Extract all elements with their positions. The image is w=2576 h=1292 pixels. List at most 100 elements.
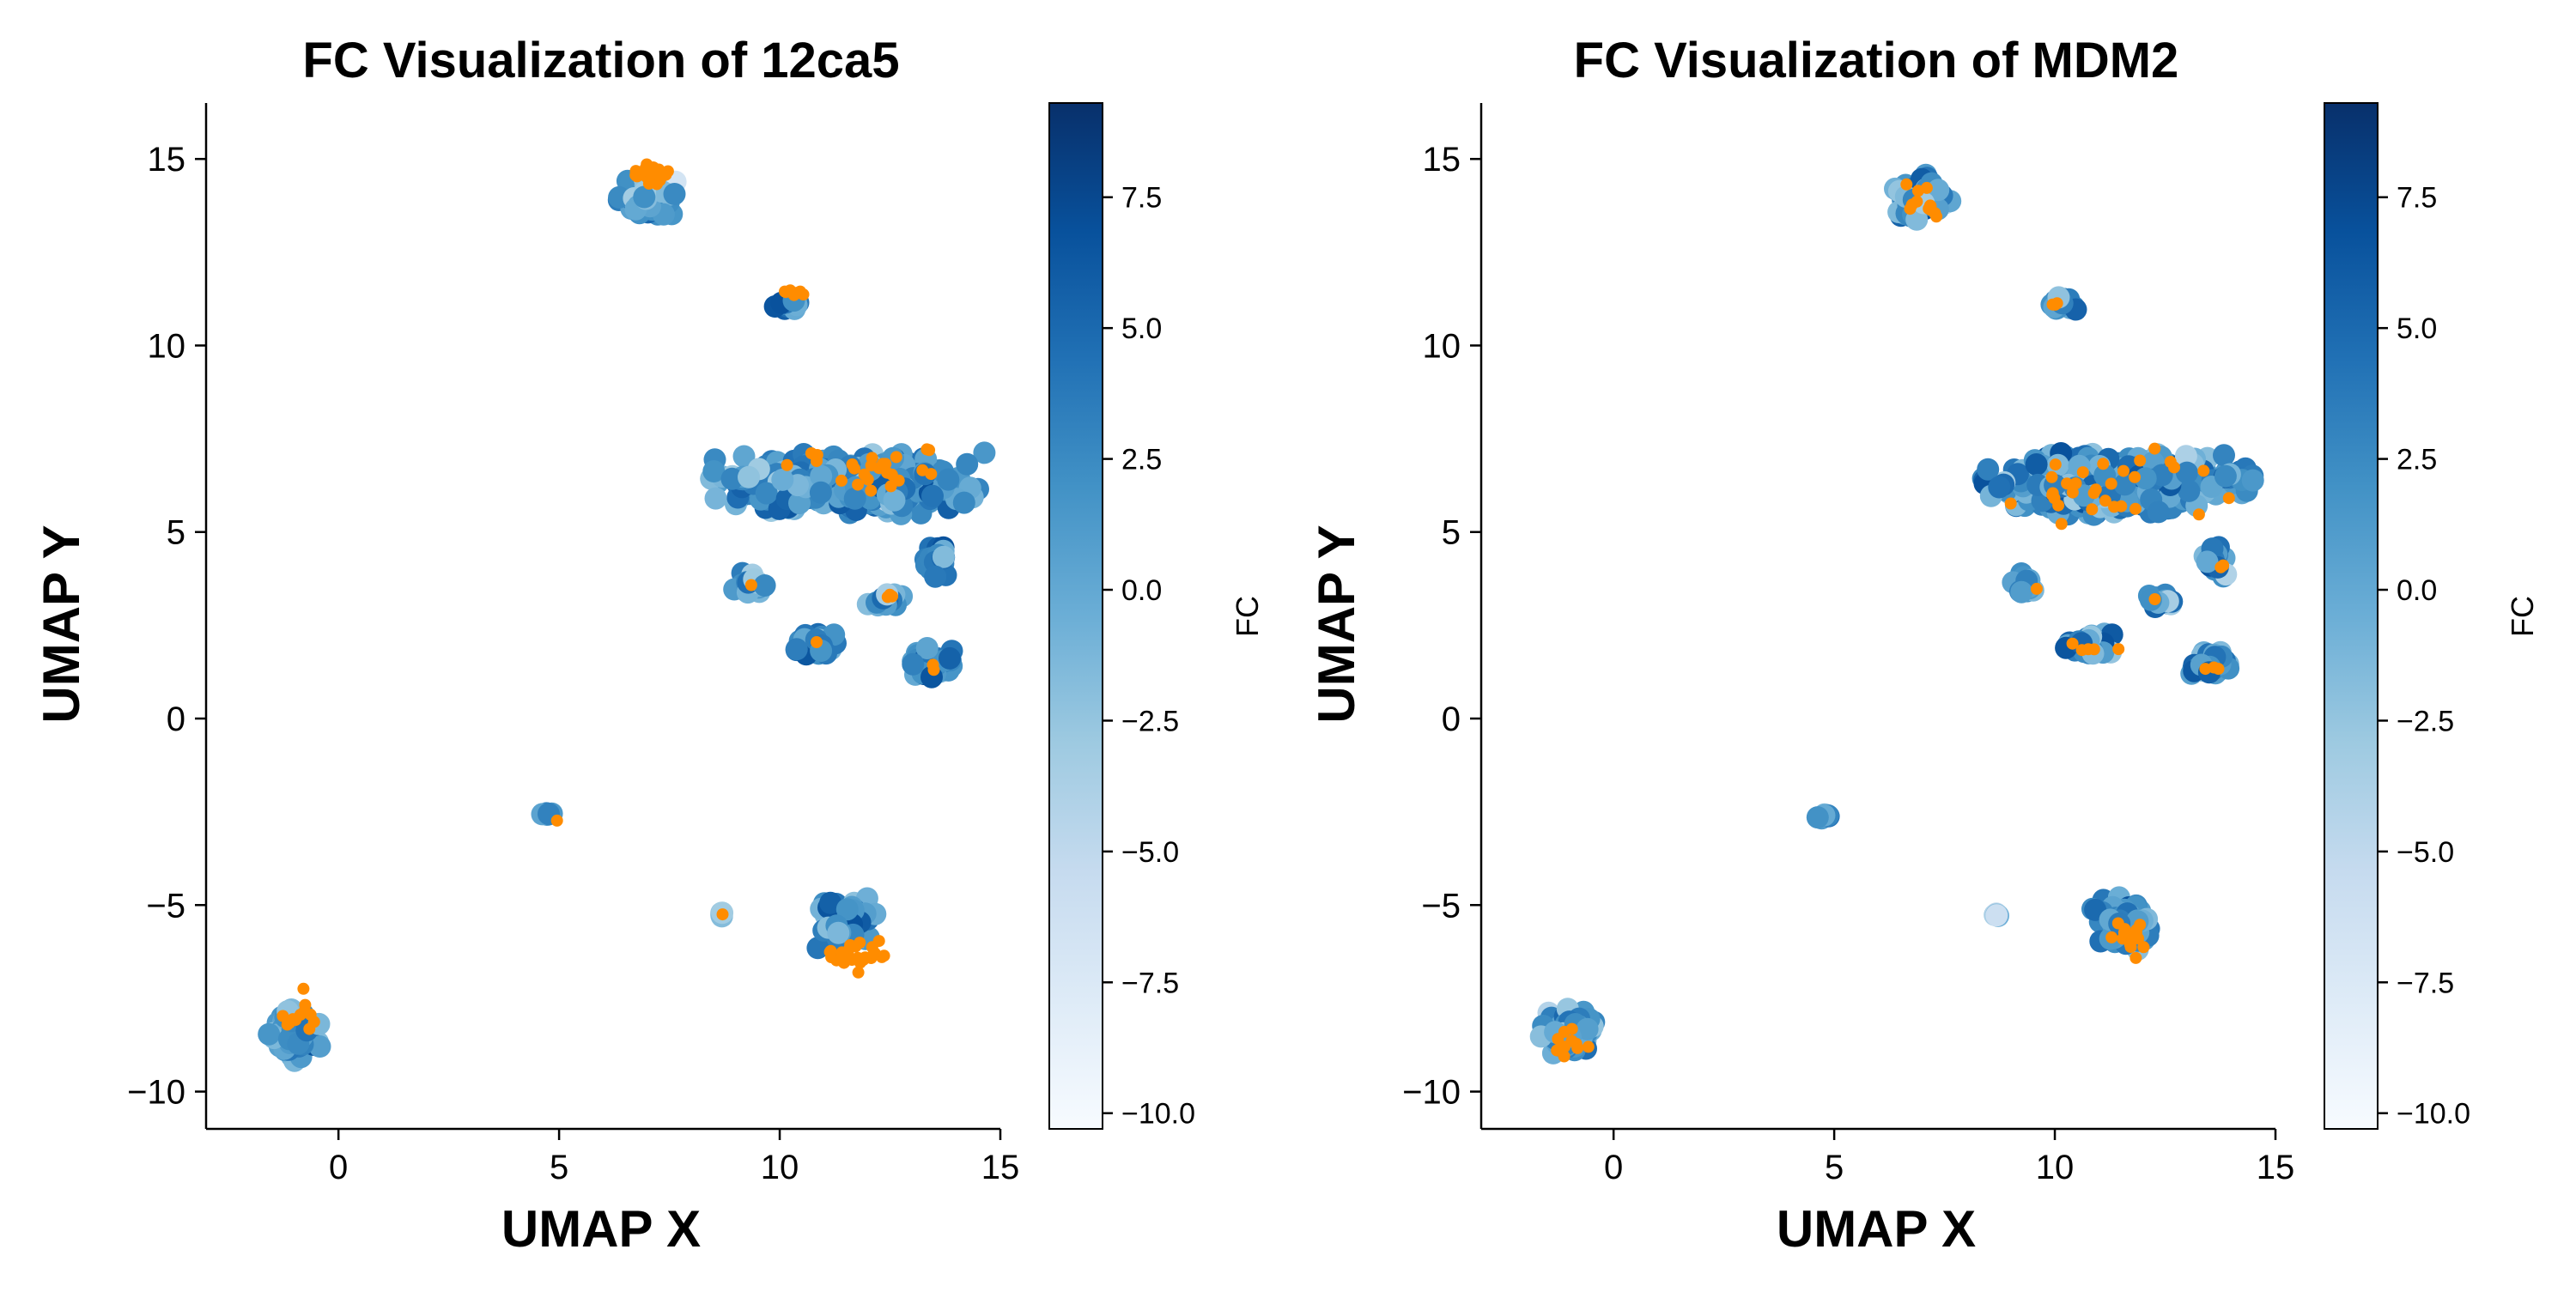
axes: 0 5 10 15 −10 −5 0 5 10 15 — [1402, 103, 2294, 1186]
data-point — [883, 488, 906, 512]
highlight-point — [2199, 663, 2212, 676]
data-point — [939, 646, 961, 670]
colorbar-tick-label: 2.5 — [2397, 444, 2437, 476]
colorbar-gradient — [1048, 102, 1103, 1130]
highlight-point — [2087, 643, 2100, 656]
highlight-point — [2049, 458, 2062, 471]
colorbar-tick-label: −7.5 — [2397, 967, 2454, 999]
colorbar: −10.0 −7.5 −5.0 −2.5 0.0 2.5 5.0 7.5 FC — [2324, 102, 2540, 1131]
highlight-point — [297, 982, 310, 995]
highlight-point — [2117, 926, 2130, 939]
highlight-point — [2129, 502, 2142, 515]
data-point — [720, 467, 744, 490]
colorbar-tick-label: −5.0 — [1121, 836, 1179, 869]
highlight-point — [793, 286, 805, 299]
colorbar-tick-label: 0.0 — [2397, 574, 2437, 607]
axes: 0 5 10 15 −10 −5 0 5 10 15 — [127, 103, 1019, 1186]
highlight-point — [303, 1022, 316, 1035]
highlight-point — [657, 169, 670, 182]
highlight-point — [2069, 477, 2082, 490]
y-tick-label: 10 — [1423, 327, 1461, 365]
highlight-point — [2075, 644, 2088, 657]
highlight-point — [879, 458, 892, 470]
highlight-point — [865, 484, 878, 497]
data-point — [308, 1035, 331, 1058]
highlight-point — [1911, 185, 1924, 197]
data-point — [809, 481, 832, 504]
highlight-point — [811, 636, 823, 648]
highlight-point — [744, 579, 757, 591]
data-point — [2214, 464, 2237, 488]
data-point — [1985, 904, 2008, 927]
colorbar-tick-label: −5.0 — [2397, 836, 2454, 869]
scatter-points — [1529, 163, 2264, 1065]
highlight-point — [2048, 492, 2061, 505]
y-axis-label: UMAP Y — [33, 525, 90, 723]
x-tick-label: 0 — [1604, 1149, 1623, 1186]
data-point — [937, 468, 960, 491]
data-point — [924, 565, 947, 588]
highlight-point — [2192, 508, 2205, 521]
data-point — [2241, 469, 2264, 492]
data-point — [902, 652, 925, 676]
highlight-point — [1565, 1022, 1578, 1035]
highlight-point — [927, 664, 940, 676]
highlight-point — [878, 949, 890, 962]
highlight-point — [781, 458, 793, 471]
highlight-point — [2148, 593, 2161, 605]
colorbar-tick-label: −7.5 — [1121, 967, 1179, 999]
highlight-point — [2066, 637, 2079, 650]
highlight-point — [2129, 951, 2142, 964]
y-tick-label: 5 — [1442, 514, 1461, 552]
highlight-point — [1582, 1040, 1595, 1053]
data-point — [2025, 453, 2048, 476]
data-point — [973, 441, 996, 464]
highlight-point — [2004, 497, 2017, 510]
highlight-point — [287, 1013, 300, 1026]
highlight-point — [852, 966, 865, 979]
data-point — [1927, 179, 1950, 202]
highlight-point — [2215, 561, 2227, 573]
x-tick-label: 0 — [329, 1149, 348, 1186]
highlight-point — [2076, 466, 2089, 479]
x-axis-label: UMAP X — [501, 1200, 701, 1258]
data-point — [258, 1022, 281, 1046]
y-tick-label: −10 — [1402, 1074, 1461, 1112]
x-tick-label: 15 — [2257, 1149, 2295, 1186]
highlight-point — [2099, 494, 2111, 507]
highlight-point — [1552, 1033, 1564, 1046]
data-point — [1988, 476, 2011, 499]
data-point — [702, 460, 726, 482]
y-tick-label: 10 — [148, 327, 186, 365]
colorbar-label: FC — [2505, 596, 2540, 637]
x-tick-label: 10 — [2036, 1149, 2075, 1186]
highlight-point — [639, 162, 652, 175]
highlight-point — [884, 480, 897, 493]
colorbar-tick-label: 5.0 — [2397, 312, 2437, 345]
data-point — [2178, 479, 2201, 502]
data-point — [2147, 500, 2170, 524]
highlight-point — [846, 954, 859, 967]
highlight-point — [2097, 458, 2110, 470]
colorbar-ticks: −10.0 −7.5 −5.0 −2.5 0.0 2.5 5.0 7.5 — [1103, 182, 1195, 1131]
data-point — [810, 464, 833, 488]
highlight-point — [2066, 486, 2079, 499]
colorbar-tick-label: 2.5 — [1121, 444, 1162, 476]
data-point — [956, 452, 979, 476]
data-point — [753, 574, 776, 597]
colorbar-tick-label: 5.0 — [1121, 312, 1162, 345]
chart-title: FC Visualization of MDM2 — [1574, 33, 2179, 88]
highlight-point — [2129, 470, 2142, 483]
data-point — [2196, 550, 2219, 573]
data-point — [952, 491, 975, 514]
highlight-point — [2117, 464, 2129, 477]
chart-title: FC Visualization of 12ca5 — [302, 33, 899, 88]
highlight-point — [276, 1010, 289, 1022]
data-point — [1977, 458, 2000, 481]
highlight-point — [916, 464, 929, 476]
y-tick-label: 15 — [148, 141, 186, 179]
highlight-point — [1570, 1037, 1583, 1050]
highlight-point — [886, 590, 898, 603]
